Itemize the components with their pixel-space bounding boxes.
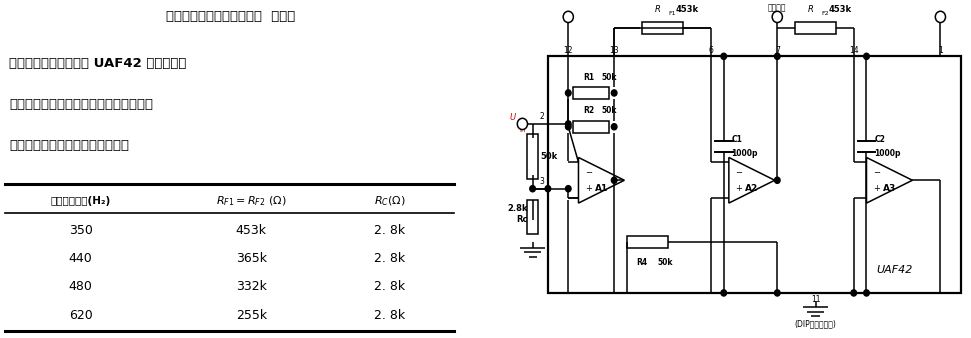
Bar	[527, 134, 538, 179]
Text: 255k: 255k	[236, 309, 267, 321]
Circle shape	[530, 186, 535, 192]
Text: F1: F1	[669, 11, 676, 16]
Text: R: R	[654, 4, 660, 14]
Text: 2. 8k: 2. 8k	[374, 280, 405, 293]
Text: A2: A2	[745, 184, 758, 193]
Text: (DIP封装管脚号): (DIP封装管脚号)	[794, 319, 836, 328]
Circle shape	[772, 11, 783, 23]
Text: 453k: 453k	[828, 4, 852, 14]
Bar	[642, 22, 683, 34]
Circle shape	[720, 53, 726, 59]
Circle shape	[720, 290, 726, 296]
Text: 2: 2	[539, 112, 544, 121]
Bar	[548, 56, 961, 293]
Text: 453k: 453k	[236, 224, 267, 237]
Text: 2. 8k: 2. 8k	[374, 252, 405, 265]
Text: 2. 8k: 2. 8k	[374, 309, 405, 321]
Text: C1: C1	[731, 135, 742, 144]
Text: −: −	[735, 168, 743, 177]
Circle shape	[612, 124, 617, 130]
Circle shape	[935, 11, 946, 23]
Circle shape	[775, 177, 780, 183]
Text: R2: R2	[584, 106, 594, 116]
Circle shape	[612, 90, 617, 96]
Text: 用有源滤波器集成电路 UAF42 和三个外接: 用有源滤波器集成电路 UAF42 和三个外接	[10, 57, 186, 70]
Circle shape	[863, 53, 869, 59]
Text: U: U	[510, 113, 516, 122]
Circle shape	[565, 121, 571, 127]
Bar	[795, 22, 836, 34]
Text: 方波转换为正弦波的滤波器  利用通: 方波转换为正弦波的滤波器 利用通	[166, 10, 295, 23]
Text: 1000p: 1000p	[874, 149, 901, 158]
Text: 453k: 453k	[676, 4, 698, 14]
Text: 50k: 50k	[657, 258, 673, 267]
Circle shape	[612, 177, 617, 183]
Text: 7: 7	[775, 46, 780, 55]
Text: 1: 1	[938, 46, 943, 55]
Text: 620: 620	[69, 309, 92, 321]
Circle shape	[565, 124, 571, 130]
Text: UAF42: UAF42	[877, 265, 913, 275]
Text: 14: 14	[849, 46, 858, 55]
Text: $\mathit{R}_{C}(\Omega)$: $\mathit{R}_{C}(\Omega)$	[374, 194, 406, 208]
Text: $\mathit{R}_{F1}=\mathit{R}_{F2}\ (\Omega)$: $\mathit{R}_{F1}=\mathit{R}_{F2}\ (\Omeg…	[217, 194, 286, 208]
Bar	[574, 121, 609, 133]
Circle shape	[775, 53, 780, 59]
Text: 2. 8k: 2. 8k	[374, 224, 405, 237]
Text: in: in	[519, 127, 526, 133]
Text: 50k: 50k	[540, 152, 557, 161]
Text: 器。不同频率外接电阻值如下表。: 器。不同频率外接电阻值如下表。	[10, 139, 129, 151]
Circle shape	[863, 290, 869, 296]
Text: 350: 350	[69, 224, 92, 237]
Text: 50k: 50k	[601, 73, 617, 82]
Bar	[627, 236, 668, 248]
Text: C2: C2	[874, 135, 885, 144]
Text: 440: 440	[69, 252, 92, 265]
Circle shape	[565, 186, 571, 192]
Text: −: −	[586, 168, 592, 177]
Circle shape	[775, 290, 780, 296]
Text: 480: 480	[69, 280, 92, 293]
Text: 11: 11	[811, 295, 820, 304]
Bar	[574, 87, 609, 99]
Text: −: −	[873, 168, 880, 177]
Text: A1: A1	[595, 184, 608, 193]
Text: +: +	[873, 184, 880, 193]
Circle shape	[563, 11, 574, 23]
Circle shape	[851, 290, 856, 296]
Text: R1: R1	[584, 73, 594, 82]
Text: 1000p: 1000p	[731, 149, 758, 158]
Text: 3: 3	[539, 177, 544, 186]
Circle shape	[565, 90, 571, 96]
Text: 带通输出: 带通输出	[768, 3, 787, 13]
Text: 12: 12	[563, 46, 573, 55]
Text: 332k: 332k	[236, 280, 267, 293]
Text: 2.8k: 2.8k	[507, 204, 527, 213]
Text: 电阻，可以组成方波转换为正弦波的滤波: 电阻，可以组成方波转换为正弦波的滤波	[10, 98, 153, 111]
Text: F2: F2	[821, 11, 829, 16]
Text: +: +	[735, 184, 743, 193]
Text: 50k: 50k	[601, 106, 617, 116]
Text: R: R	[808, 4, 814, 14]
Text: 方波重复频率(H₂): 方波重复频率(H₂)	[50, 196, 111, 206]
Text: 365k: 365k	[236, 252, 267, 265]
Text: 13: 13	[610, 46, 619, 55]
Text: +: +	[586, 184, 592, 193]
Text: 6: 6	[709, 46, 714, 55]
Text: R4: R4	[637, 258, 648, 267]
Circle shape	[518, 118, 527, 129]
Bar	[527, 200, 538, 234]
Text: A3: A3	[883, 184, 896, 193]
Text: Rc: Rc	[516, 215, 527, 224]
Circle shape	[545, 186, 551, 192]
